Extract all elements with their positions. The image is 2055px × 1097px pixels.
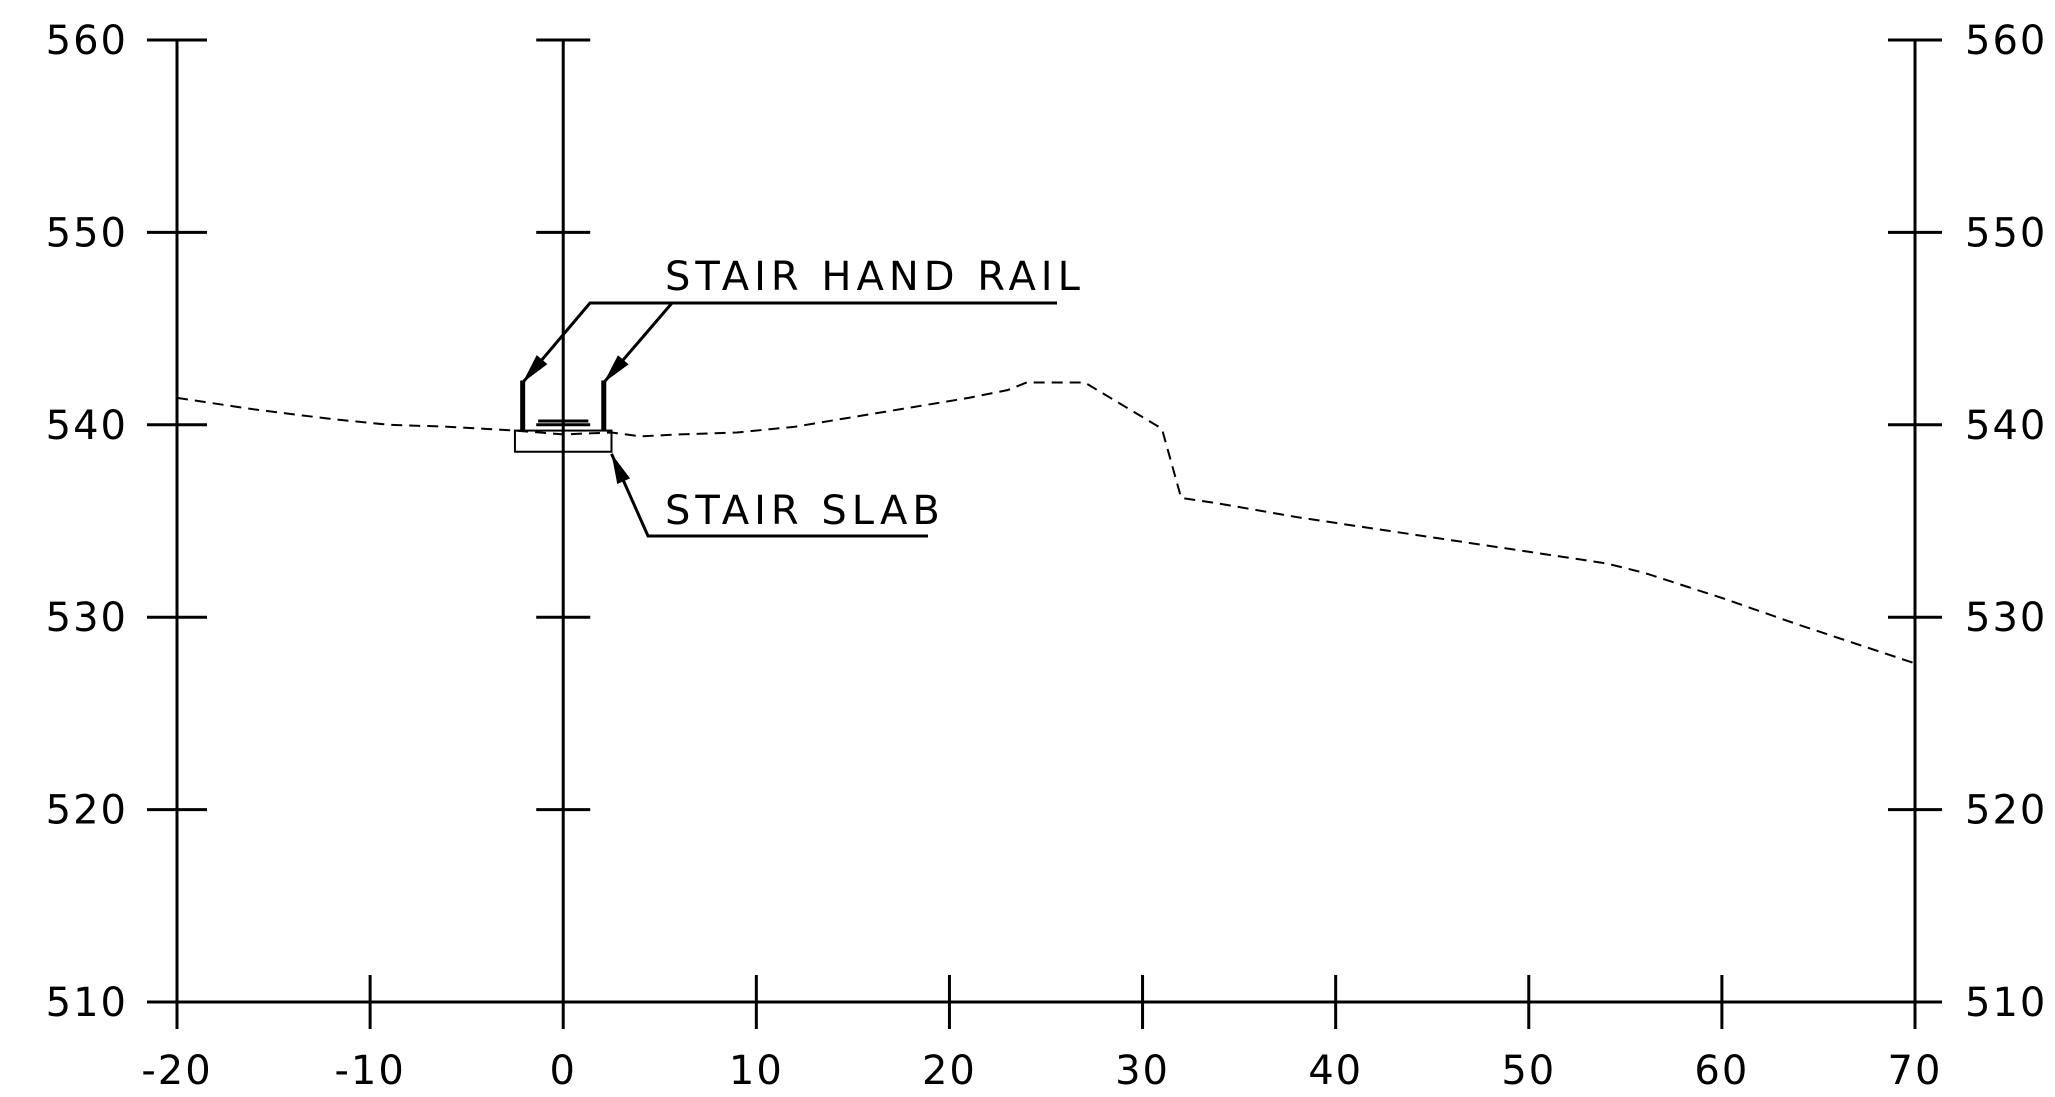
hand-rail-callout: STAIR HAND RAIL	[521, 254, 1085, 384]
stair-slab	[513, 429, 613, 453]
callouts: STAIR HAND RAIL STAIR SLAB	[521, 254, 1085, 538]
y-tick-label-right: 560	[1965, 18, 2047, 64]
hand-rail-arrow-left	[522, 355, 548, 383]
x-tick-label: 70	[1888, 1048, 1943, 1092]
y-tick-label-left: 550	[46, 210, 128, 256]
x-tick-label: 60	[1694, 1048, 1749, 1092]
stair-hand-rail-label: STAIR HAND RAIL	[665, 254, 1085, 300]
y-tick-label-right: 510	[1965, 980, 2047, 1026]
y-tick-label-right: 540	[1965, 403, 2047, 449]
stair-slab-label: STAIR SLAB	[665, 488, 945, 534]
x-tick-label: -20	[141, 1048, 212, 1092]
ground-profile-line	[176, 381, 1916, 665]
hand-rail-leader-left	[521, 301, 1057, 384]
x-tick-label: -10	[334, 1048, 405, 1092]
x-tick-label: 20	[922, 1048, 977, 1092]
stair-slab-arrow	[611, 453, 631, 484]
slab-callout: STAIR SLAB	[610, 453, 945, 538]
x-tick-label: 40	[1308, 1048, 1363, 1092]
x-tick-label: 0	[549, 1048, 576, 1092]
x-tick-label: 50	[1501, 1048, 1556, 1092]
ground-profile	[176, 381, 1916, 665]
axes: 510 510 520 520 530 530 540 540 550 550 560 560 -20 -…	[46, 18, 2047, 1094]
y-tick-label-left: 560	[46, 18, 128, 64]
y-tick-label-right: 550	[1965, 210, 2047, 256]
y-tick-label-left: 530	[46, 595, 128, 641]
stair-features	[513, 380, 613, 453]
y-tick-label-right: 530	[1965, 595, 2047, 641]
y-tick-label-left: 540	[46, 403, 128, 449]
x-tick-label: 10	[729, 1048, 784, 1092]
x-tick-label: 30	[1115, 1048, 1170, 1092]
hand-rail-arrow-right	[603, 355, 629, 383]
y-tick-label-right: 520	[1965, 788, 2047, 834]
y-tick-label-left: 510	[46, 980, 128, 1026]
y-tick-label-left: 520	[46, 788, 128, 834]
